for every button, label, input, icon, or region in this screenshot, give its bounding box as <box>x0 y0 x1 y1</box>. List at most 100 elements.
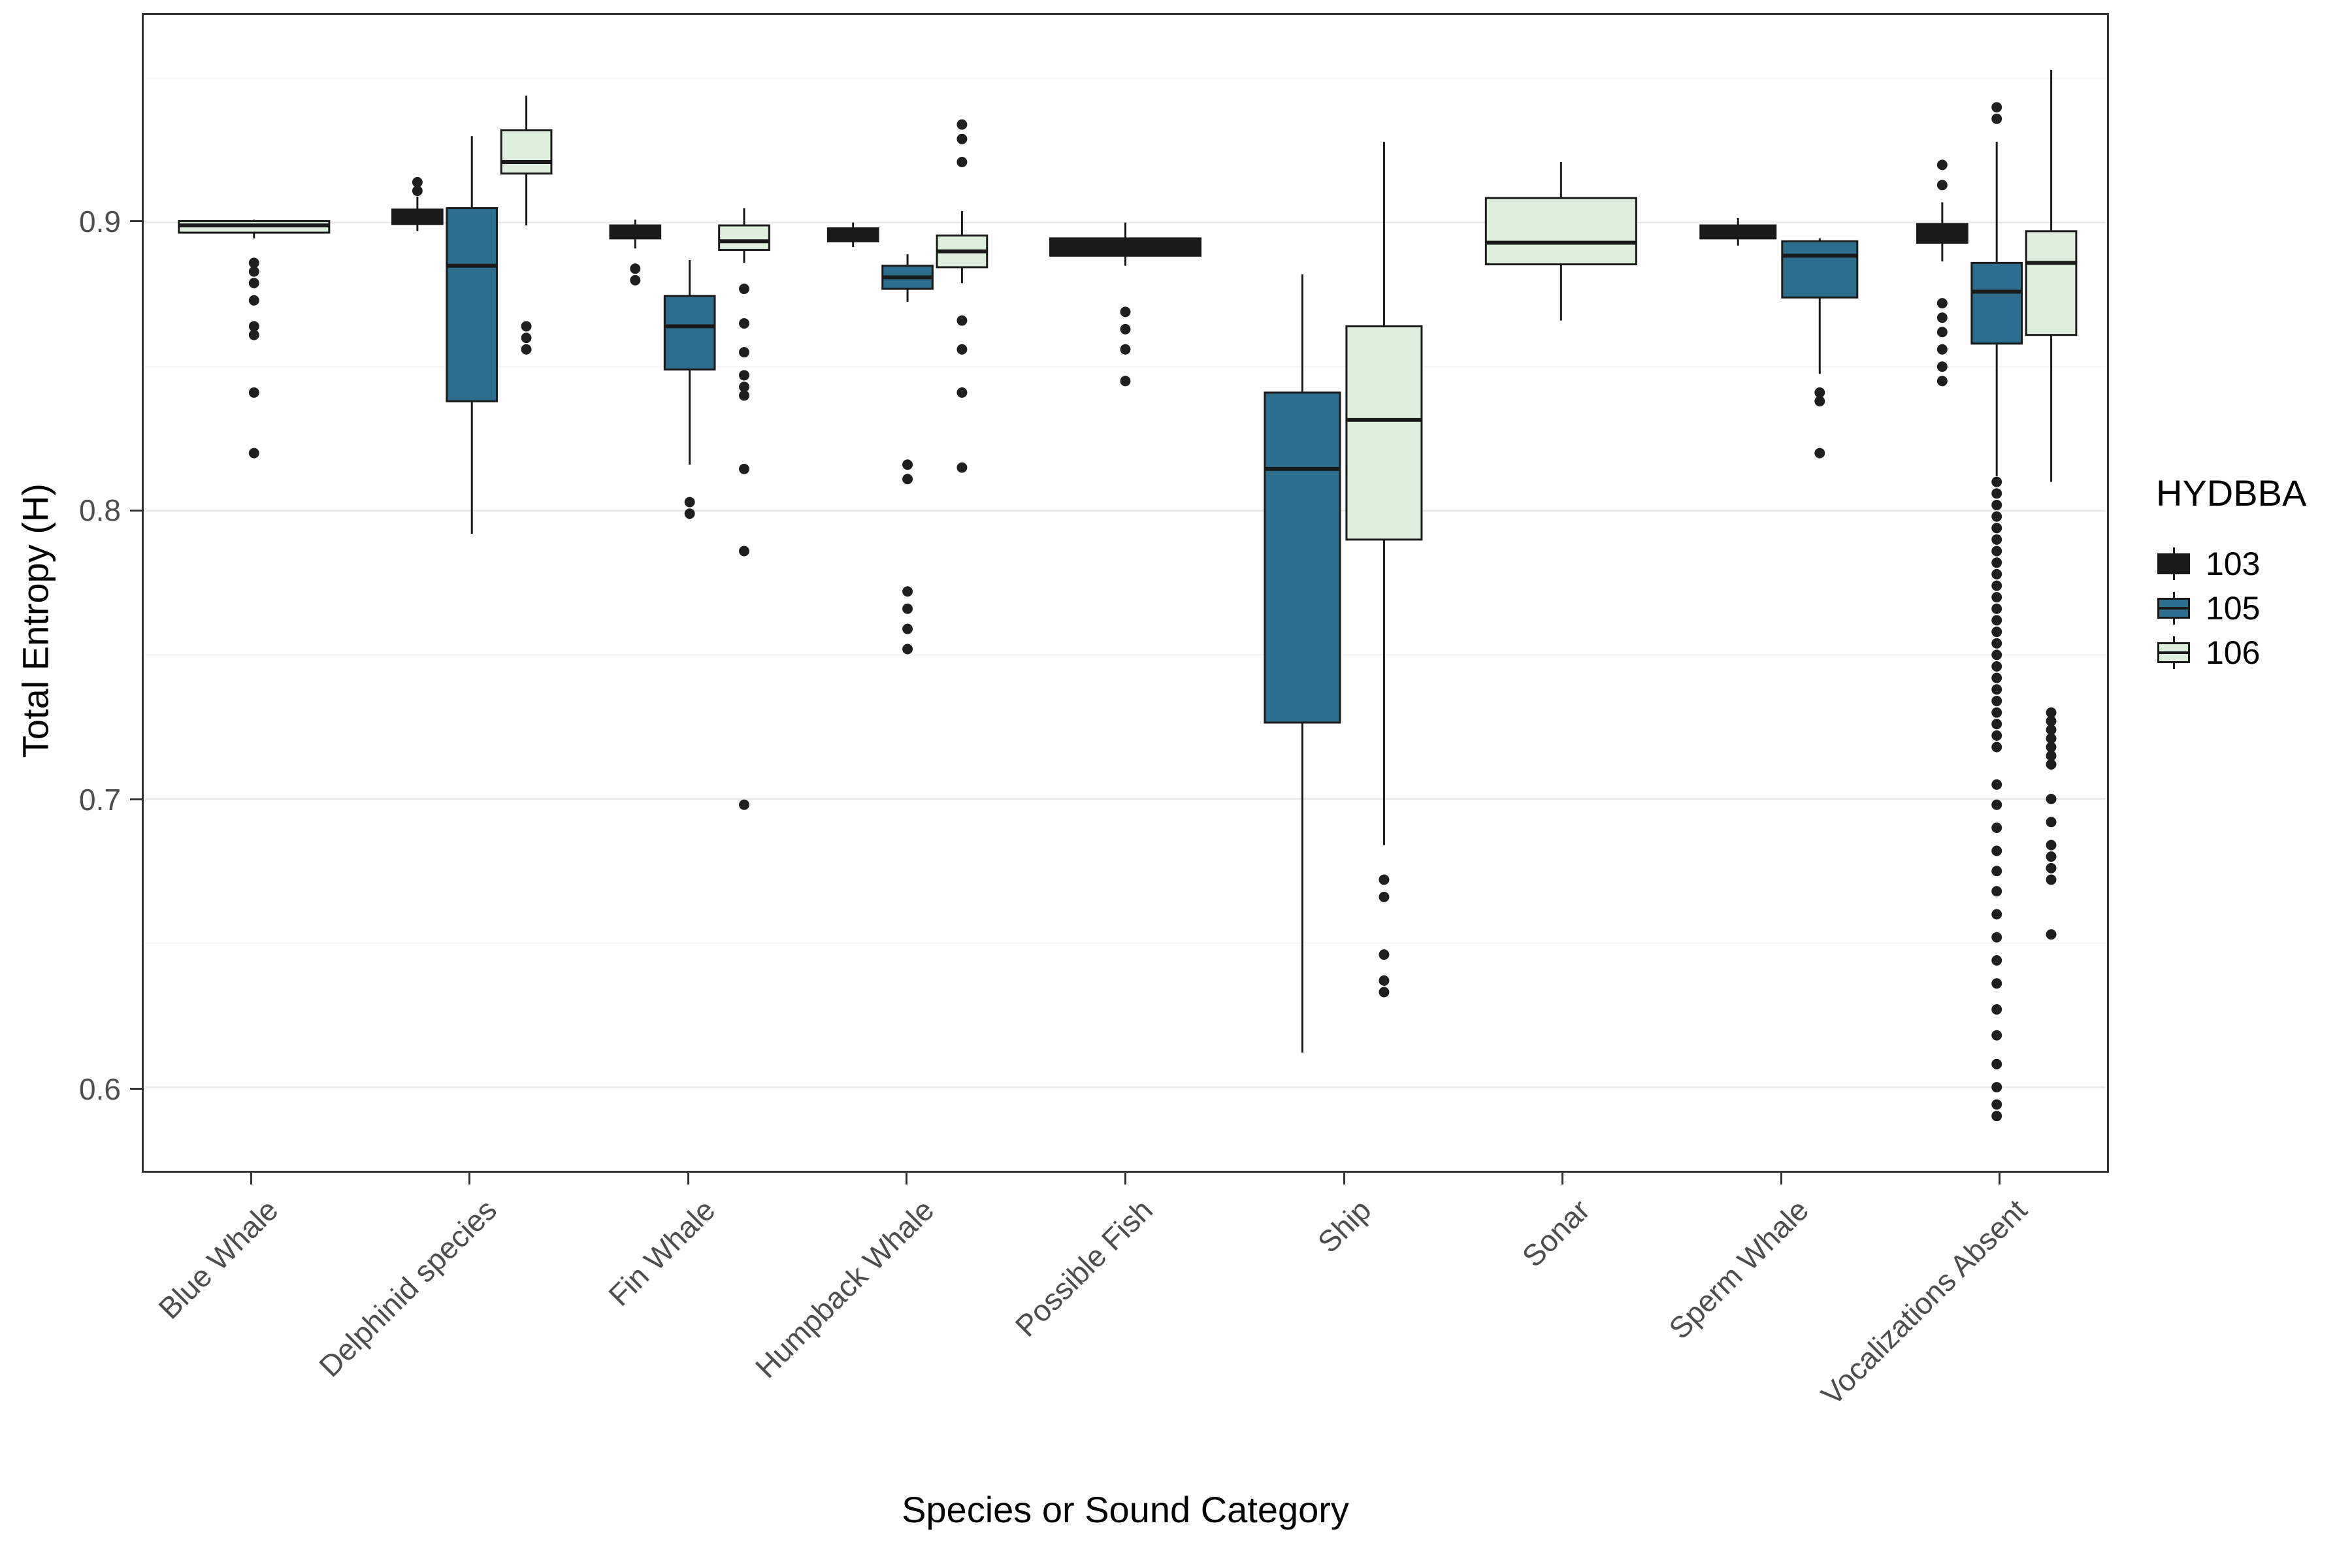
outlier-dot <box>1991 534 2002 545</box>
legend-label-105: 105 <box>2206 590 2261 627</box>
outlier-dot <box>521 344 532 355</box>
x-tick <box>468 1173 471 1184</box>
outlier-dot <box>1379 975 1390 986</box>
outlier-dot <box>739 370 749 381</box>
x-tick <box>1999 1173 2001 1184</box>
outlier-dot <box>248 257 259 269</box>
outlier-dot <box>248 448 259 459</box>
outlier-dot <box>1991 779 2002 790</box>
outlier-dot <box>1120 344 1131 355</box>
outlier-dot <box>1991 932 2002 943</box>
outlier-dot <box>1991 742 2002 753</box>
legend-item-103: 103 <box>2156 546 2306 582</box>
box-106 <box>500 129 553 175</box>
outlier-dot <box>412 186 423 197</box>
outlier-dot <box>1991 523 2002 534</box>
legend-item-106: 106 <box>2156 634 2306 671</box>
key-whisker-top <box>2172 547 2175 553</box>
outlier-dot <box>1991 568 2002 580</box>
y-tick-label: 0.8 <box>79 493 121 528</box>
x-tick <box>250 1173 252 1184</box>
outlier-dot <box>1991 1058 2002 1070</box>
outlier-dot <box>2046 733 2057 744</box>
outlier-dot <box>739 390 749 401</box>
outlier-dot <box>1936 327 1948 338</box>
outlier-dot <box>902 603 913 614</box>
outlier-dot <box>1991 799 2002 810</box>
key-whisker-bottom <box>2172 663 2175 669</box>
outlier-dot <box>739 463 749 474</box>
y-tick <box>130 509 142 512</box>
outlier-dot <box>1936 312 1948 323</box>
x-tick <box>1124 1173 1126 1184</box>
outlier-dot <box>248 295 259 306</box>
legend-label-103: 103 <box>2206 546 2261 582</box>
x-tick <box>906 1173 908 1184</box>
x-tick-label: Humpback Whale <box>748 1192 941 1385</box>
boxplot-key-icon <box>2156 636 2191 669</box>
outlier-dot <box>1991 113 2002 124</box>
outlier-dot <box>956 315 968 326</box>
outlier-dot <box>2046 929 2057 940</box>
outlier-dot <box>902 623 913 634</box>
outlier-dot <box>1936 159 1948 171</box>
outlier-dot <box>2046 715 2057 727</box>
y-tick <box>130 1088 142 1090</box>
outlier-dot <box>1814 448 1825 459</box>
boxplot-svg <box>145 69 2106 1122</box>
outlier-dot <box>248 387 259 398</box>
box-106 <box>1484 197 1637 266</box>
key-whisker-bottom <box>2172 619 2175 625</box>
outlier-dot <box>1936 344 1948 355</box>
outlier-dot <box>2046 742 2057 753</box>
legend-item-105: 105 <box>2156 590 2306 627</box>
outlier-dot <box>1991 909 2002 920</box>
outlier-dot <box>1991 546 2002 557</box>
outlier-dot <box>1991 499 2002 510</box>
outlier-dot <box>1991 557 2002 568</box>
key-median <box>2157 607 2190 610</box>
legend: HYDBBA 103 105 <box>2156 472 2306 679</box>
outlier-dot <box>2046 750 2057 761</box>
outlier-dot <box>956 344 968 355</box>
outlier-dot <box>1991 1004 2002 1015</box>
outlier-dot <box>248 266 259 277</box>
box-105 <box>1264 391 1341 724</box>
outlier-dot <box>2046 874 2057 885</box>
outlier-dot <box>1991 476 2002 487</box>
outlier-dot <box>1991 823 2002 834</box>
outlier-dot <box>1991 1099 2002 1110</box>
outlier-dot <box>1120 376 1131 387</box>
key-whisker-top <box>2172 636 2175 642</box>
outlier-dot <box>1991 638 2002 649</box>
outlier-dot <box>1991 845 2002 857</box>
outlier-dot <box>1120 323 1131 335</box>
box-106 <box>718 224 770 252</box>
outlier-dot <box>902 474 913 485</box>
outlier-dot <box>1991 707 2002 718</box>
outlier-dot <box>1991 661 2002 672</box>
outlier-dot <box>521 333 532 344</box>
outlier-dot <box>1936 376 1948 387</box>
outlier-dot <box>684 497 695 508</box>
outlier-dot <box>2046 759 2057 770</box>
outlier-dot <box>1379 987 1390 998</box>
outlier-dot <box>739 799 749 810</box>
y-tick-label: 0.7 <box>79 782 121 817</box>
outlier-dot <box>2046 817 2057 828</box>
outlier-dot <box>902 586 913 597</box>
outlier-dot <box>1936 180 1948 191</box>
outlier-dot <box>1991 603 2002 614</box>
outlier-dot <box>1991 886 2002 897</box>
boxplot-key-icon <box>2156 592 2191 625</box>
outlier-dot <box>1991 672 2002 683</box>
outlier-dot <box>2046 793 2057 804</box>
outlier-dot <box>1936 298 1948 309</box>
outlier-dot <box>1991 488 2002 499</box>
x-tick-label: Fin Whale <box>602 1192 722 1313</box>
x-tick-label: Sonar <box>1515 1192 1596 1274</box>
outlier-dot <box>956 157 968 167</box>
x-tick <box>1343 1173 1345 1184</box>
outlier-dot <box>739 347 749 358</box>
x-tick-label: Ship <box>1311 1192 1378 1260</box>
